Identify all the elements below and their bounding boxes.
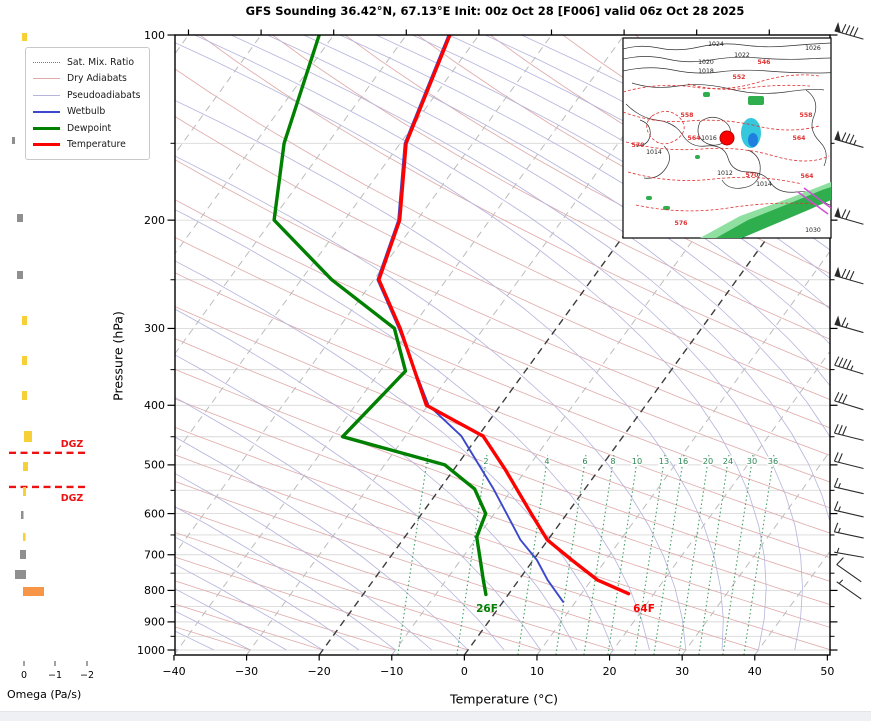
svg-text:20: 20 xyxy=(703,456,713,466)
surface-value-labels: 26F 64F xyxy=(476,603,655,615)
svg-text:2: 2 xyxy=(483,456,488,466)
svg-text:0: 0 xyxy=(461,665,468,678)
svg-text:576: 576 xyxy=(675,220,688,227)
legend-item-label: Wetbulb xyxy=(67,106,106,118)
svg-text:570: 570 xyxy=(746,172,760,179)
svg-text:30: 30 xyxy=(747,456,757,466)
svg-text:36: 36 xyxy=(768,456,778,466)
legend-item-wet: Wetbulb xyxy=(33,104,140,121)
legend-item-pseudo: Pseudoadiabats xyxy=(33,87,140,104)
svg-text:1016: 1016 xyxy=(701,135,717,142)
legend-item-temp: Temperature xyxy=(33,137,140,154)
legend-item-label: Temperature xyxy=(67,139,126,151)
svg-text:10: 10 xyxy=(530,665,544,678)
svg-text:10: 10 xyxy=(632,456,642,466)
chart-title: GFS Sounding 36.42°N, 67.13°E Init: 00z … xyxy=(245,4,745,18)
inset-synoptic-map: 1024 1022 1020 1018 1026 1016 1014 1012 1014 1030… xyxy=(622,37,832,239)
svg-text:−1: −1 xyxy=(48,670,62,681)
svg-text:26F: 26F xyxy=(476,603,498,615)
svg-text:1020: 1020 xyxy=(698,59,714,66)
svg-text:558: 558 xyxy=(800,112,813,119)
legend-item-label: Pseudoadiabats xyxy=(67,89,141,101)
svg-text:1014: 1014 xyxy=(756,181,772,188)
svg-text:800: 800 xyxy=(144,584,165,597)
svg-text:1030: 1030 xyxy=(805,227,821,234)
omega-axis-label: Omega (Pa/s) xyxy=(7,688,82,701)
plot-axes: −40 −30 −20 −10 0 10 20 30 40 5010020030040050060… xyxy=(137,29,838,678)
svg-text:1026: 1026 xyxy=(805,45,821,52)
svg-text:552: 552 xyxy=(733,74,746,81)
svg-text:−40: −40 xyxy=(162,665,185,678)
dgz-markers: DGZ DGZ xyxy=(9,439,87,504)
svg-text:200: 200 xyxy=(144,214,165,227)
svg-text:20: 20 xyxy=(603,665,617,678)
svg-text:13: 13 xyxy=(659,456,669,466)
legend-swatch-dry xyxy=(33,78,60,80)
svg-text:0: 0 xyxy=(21,670,27,681)
svg-text:−30: −30 xyxy=(235,665,258,678)
svg-text:1014: 1014 xyxy=(646,149,662,156)
legend-swatch-pseudo xyxy=(33,94,60,96)
legend-swatch-mix xyxy=(33,61,60,63)
svg-text:558: 558 xyxy=(681,112,694,119)
legend-item-dew: Dewpoint xyxy=(33,120,140,137)
legend-swatch-temp xyxy=(33,143,60,147)
svg-text:24: 24 xyxy=(723,456,733,466)
svg-text:700: 700 xyxy=(144,549,165,562)
svg-text:−2: −2 xyxy=(80,670,94,681)
svg-text:564: 564 xyxy=(793,135,807,142)
svg-text:564: 564 xyxy=(801,173,815,180)
svg-text:1024: 1024 xyxy=(708,41,724,48)
svg-text:−20: −20 xyxy=(308,665,331,678)
svg-text:400: 400 xyxy=(144,399,165,412)
pressure-gridlines xyxy=(175,142,830,651)
svg-text:500: 500 xyxy=(144,459,165,472)
svg-text:1018: 1018 xyxy=(698,68,714,75)
svg-text:16: 16 xyxy=(678,456,688,466)
svg-text:40: 40 xyxy=(748,665,762,678)
svg-text:600: 600 xyxy=(144,507,165,520)
omega-bars-axis: 0 −1 −2 xyxy=(12,33,94,681)
svg-text:6: 6 xyxy=(582,456,587,466)
x-axis-label: Temperature (°C) xyxy=(450,691,558,707)
pseudoadiabat-lines xyxy=(175,35,830,651)
svg-text:900: 900 xyxy=(144,616,165,629)
svg-text:570: 570 xyxy=(632,142,646,149)
footer-strip xyxy=(0,711,871,721)
svg-text:300: 300 xyxy=(144,322,165,335)
svg-text:564: 564 xyxy=(688,135,702,142)
legend-item-mix: Sat. Mix. Ratio xyxy=(33,54,140,71)
svg-text:−10: −10 xyxy=(380,665,403,678)
sounding-location-dot xyxy=(719,130,735,146)
svg-text:64F: 64F xyxy=(633,603,655,615)
legend-item-dry: Dry Adiabats xyxy=(33,71,140,88)
svg-text:1012: 1012 xyxy=(717,170,733,177)
svg-text:546: 546 xyxy=(758,59,771,66)
svg-text:DGZ: DGZ xyxy=(61,439,84,450)
svg-text:1022: 1022 xyxy=(734,52,750,59)
svg-text:4: 4 xyxy=(544,456,549,466)
svg-text:30: 30 xyxy=(675,665,689,678)
svg-text:1000: 1000 xyxy=(137,644,165,657)
svg-text:50: 50 xyxy=(820,665,834,678)
sounding-profiles xyxy=(272,35,631,603)
legend-swatch-dew xyxy=(33,126,60,130)
y-axis-label: Pressure (hPa) xyxy=(110,311,126,401)
wind-barbs xyxy=(833,22,864,600)
legend: Sat. Mix. Ratio Dry Adiabats Pseudoadiabat… xyxy=(25,47,151,160)
legend-item-label: Dry Adiabats xyxy=(67,73,127,85)
svg-text:DGZ: DGZ xyxy=(61,493,84,504)
legend-swatch-wet xyxy=(33,110,60,113)
svg-text:8: 8 xyxy=(610,456,615,466)
legend-item-label: Dewpoint xyxy=(67,122,112,134)
dry-adiabat-lines xyxy=(175,35,830,651)
svg-text:100: 100 xyxy=(144,29,165,42)
legend-item-label: Sat. Mix. Ratio xyxy=(67,56,135,68)
